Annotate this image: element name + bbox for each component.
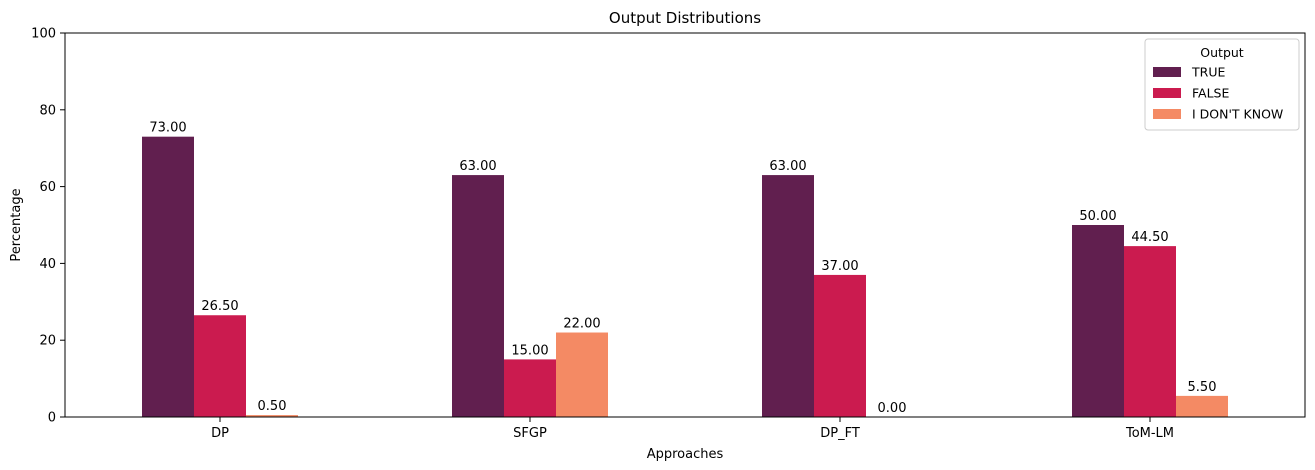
legend-swatch <box>1153 109 1181 119</box>
x-tick-label: DP_FT <box>820 426 860 441</box>
y-axis-label: Percentage <box>9 188 24 261</box>
bar <box>556 332 608 417</box>
bar-value-label: 73.00 <box>149 121 186 136</box>
bar <box>1124 246 1176 417</box>
y-tick-label: 20 <box>39 334 56 349</box>
bar <box>1072 225 1124 417</box>
bar-value-label: 5.50 <box>1188 380 1217 395</box>
y-tick-label: 40 <box>39 257 56 272</box>
legend-entry-label: TRUE <box>1191 65 1225 80</box>
bar-value-label: 63.00 <box>769 159 806 174</box>
bar <box>814 274 866 417</box>
bar-value-label: 22.00 <box>563 317 600 332</box>
x-tick-label: ToM-LM <box>1125 426 1174 441</box>
bar <box>762 175 814 417</box>
bar-value-label: 44.50 <box>1131 230 1168 245</box>
bar <box>246 415 298 417</box>
legend-entry-label: I DON'T KNOW <box>1192 107 1283 122</box>
y-tick-label: 80 <box>39 103 56 118</box>
bar-value-label: 26.50 <box>201 299 238 314</box>
legend-title: Output <box>1200 45 1244 60</box>
bar <box>504 359 556 417</box>
legend-swatch <box>1153 88 1181 98</box>
x-tick-label: SFGP <box>513 426 547 441</box>
plot-area-frame <box>64 32 1306 418</box>
legend-entry-label: FALSE <box>1192 86 1229 101</box>
chart-title: Output Distributions <box>609 9 761 27</box>
legend: Output TRUE FALSE I DON'T KNOW <box>1144 38 1300 131</box>
bar <box>452 175 504 417</box>
bar <box>194 315 246 417</box>
y-tick-label: 60 <box>39 180 56 195</box>
bar-value-label: 15.00 <box>511 343 548 358</box>
bar-value-label: 63.00 <box>459 159 496 174</box>
bar <box>142 136 194 417</box>
bar-value-label: 0.50 <box>258 399 287 414</box>
bar-value-label: 37.00 <box>821 259 858 274</box>
legend-swatch <box>1153 67 1181 77</box>
bar-value-label: 0.00 <box>878 401 907 416</box>
x-tick-label: DP <box>211 426 229 441</box>
bar <box>1176 395 1228 417</box>
y-tick-label: 0 <box>48 411 56 426</box>
bar-value-label: 50.00 <box>1079 209 1116 224</box>
legend-box <box>1144 38 1300 131</box>
y-tick-label: 100 <box>31 27 56 42</box>
x-axis-label: Approaches <box>647 447 724 462</box>
